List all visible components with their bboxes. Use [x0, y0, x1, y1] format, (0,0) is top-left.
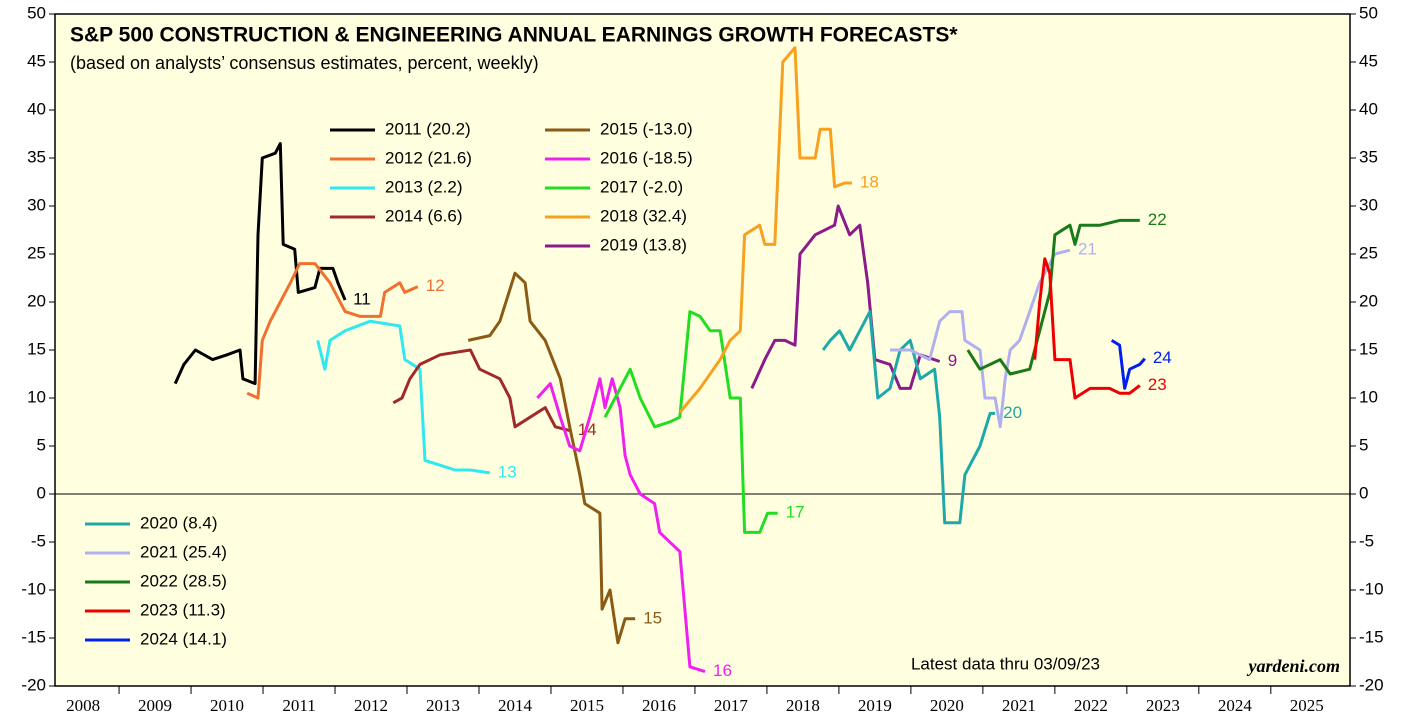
annotation: Latest data thru 03/09/23 — [911, 654, 1100, 673]
end-label: 13 — [498, 462, 517, 481]
end-label: 9 — [948, 351, 957, 370]
y2-tick-label: 5 — [1359, 435, 1368, 454]
end-label: 24 — [1153, 348, 1172, 367]
y2-tick-label: -5 — [1359, 531, 1374, 550]
series-line — [821, 310, 996, 525]
legend-label: 2014 (6.6) — [385, 206, 463, 225]
series-line — [1033, 257, 1141, 400]
y-tick-label: 35 — [27, 147, 46, 166]
end-label: 22 — [1148, 210, 1167, 229]
x-tick-label: 2018 — [786, 696, 820, 715]
end-label: 15 — [643, 608, 662, 627]
series-line — [246, 262, 419, 400]
x-tick-label: 2023 — [1146, 696, 1180, 715]
y2-tick-label: 15 — [1359, 339, 1378, 358]
x-tick-label: 2017 — [714, 696, 749, 715]
y-tick-label: -5 — [31, 531, 46, 550]
y2-tick-label: 0 — [1359, 483, 1368, 502]
end-label: 18 — [860, 172, 879, 191]
end-label: 17 — [786, 503, 805, 522]
x-tick-label: 2024 — [1218, 696, 1253, 715]
x-tick-label: 2021 — [1002, 696, 1036, 715]
series-line — [1110, 339, 1146, 390]
y2-tick-label: -15 — [1359, 627, 1384, 646]
series-line — [678, 46, 852, 414]
legend-label: 2024 (14.1) — [140, 629, 227, 648]
x-tick-label: 2008 — [66, 696, 100, 715]
end-label: 21 — [1078, 240, 1097, 259]
x-tick-label: 2015 — [570, 696, 604, 715]
y-tick-label: 50 — [27, 3, 46, 22]
y-tick-label: -15 — [21, 627, 46, 646]
y-tick-label: 5 — [37, 435, 46, 454]
legend-label: 2011 (20.2) — [385, 119, 471, 138]
y2-tick-label: 50 — [1359, 3, 1378, 22]
end-label: 23 — [1148, 375, 1167, 394]
legend-label: 2018 (32.4) — [600, 206, 687, 225]
y-tick-label: 45 — [27, 51, 46, 70]
y-tick-label: -20 — [21, 675, 46, 694]
series-line — [173, 142, 347, 386]
legend-label: 2020 (8.4) — [140, 513, 218, 532]
x-tick-label: 2014 — [498, 696, 533, 715]
y2-tick-label: 25 — [1359, 243, 1378, 262]
chart-subtitle: (based on analysts’ consensus estimates,… — [70, 53, 539, 73]
x-tick-label: 2016 — [642, 696, 676, 715]
y2-tick-label: 40 — [1359, 99, 1378, 118]
source: yardeni.com — [1247, 656, 1341, 676]
y-tick-label: 10 — [27, 387, 46, 406]
y-tick-label: 0 — [37, 483, 46, 502]
series-line — [890, 248, 1071, 429]
x-tick-label: 2011 — [282, 696, 315, 715]
y-tick-label: 20 — [27, 291, 46, 310]
y2-tick-label: -10 — [1359, 579, 1384, 598]
legend-label: 2013 (2.2) — [385, 177, 463, 196]
series-line — [966, 218, 1140, 376]
plot-area — [54, 13, 1351, 687]
y2-tick-label: 45 — [1359, 51, 1378, 70]
end-label: 16 — [713, 661, 732, 680]
x-tick-label: 2022 — [1074, 696, 1108, 715]
x-tick-label: 2019 — [858, 696, 892, 715]
end-label: 12 — [426, 276, 445, 295]
legend-label: 2023 (11.3) — [140, 600, 226, 619]
legend-label: 2016 (-18.5) — [600, 148, 693, 167]
y-tick-label: 40 — [27, 99, 46, 118]
series-line — [750, 204, 941, 390]
y-tick-label: 25 — [27, 243, 46, 262]
legend-label: 2012 (21.6) — [385, 148, 472, 167]
series-line — [467, 271, 636, 645]
end-label: 11 — [353, 290, 371, 309]
legend-label: 2015 (-13.0) — [600, 119, 693, 138]
x-tick-label: 2012 — [354, 696, 388, 715]
y2-tick-label: 35 — [1359, 147, 1378, 166]
y-tick-label: 30 — [27, 195, 46, 214]
series-line — [316, 319, 491, 475]
y-tick-label: -10 — [21, 579, 46, 598]
x-tick-label: 2020 — [930, 696, 964, 715]
y2-tick-label: 10 — [1359, 387, 1378, 406]
end-label: 20 — [1003, 403, 1022, 422]
x-tick-label: 2009 — [138, 696, 172, 715]
legend-label: 2019 (13.8) — [600, 235, 687, 254]
series-line — [603, 310, 778, 534]
x-tick-label: 2025 — [1290, 696, 1324, 715]
series-line — [392, 348, 571, 433]
legend-label: 2022 (28.5) — [140, 571, 227, 590]
legend-label: 2017 (-2.0) — [600, 177, 683, 196]
y2-tick-label: -20 — [1359, 675, 1384, 694]
chart-title: S&P 500 CONSTRUCTION & ENGINEERING ANNUA… — [70, 24, 958, 47]
legend-label: 2021 (25.4) — [140, 542, 227, 561]
y2-tick-label: 20 — [1359, 291, 1378, 310]
y-tick-label: 15 — [27, 339, 46, 358]
x-tick-label: 2010 — [210, 696, 244, 715]
y2-tick-label: 30 — [1359, 195, 1378, 214]
x-tick-label: 2013 — [426, 696, 460, 715]
